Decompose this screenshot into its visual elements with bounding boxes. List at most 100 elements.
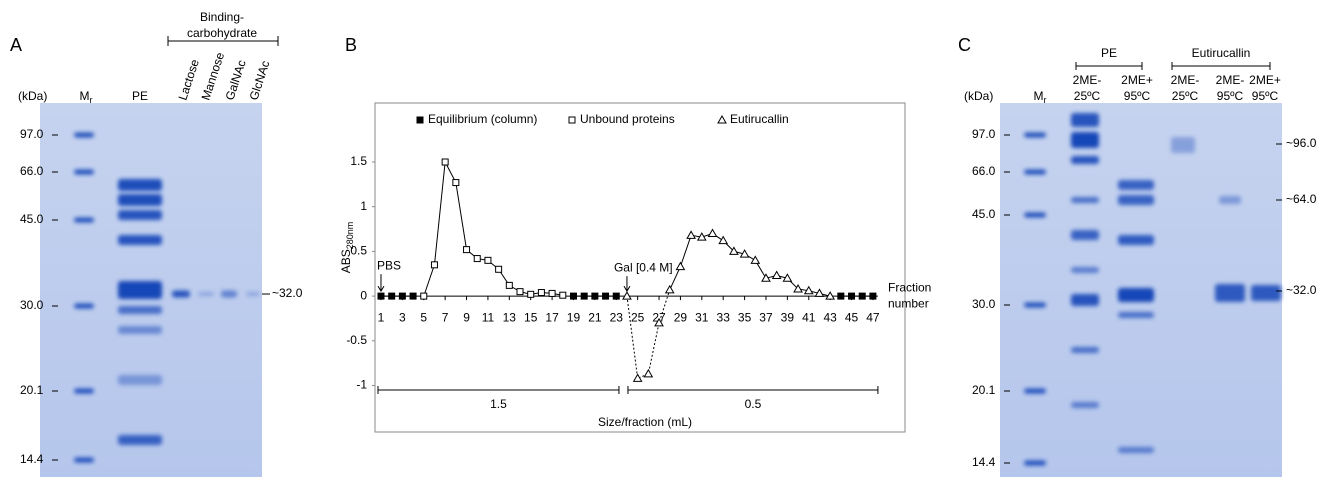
- point: [420, 292, 428, 300]
- x-tick-label: 33: [717, 310, 731, 324]
- gel-band: [1071, 132, 1099, 148]
- gel-band: [1071, 267, 1099, 273]
- label-sub: r: [1044, 95, 1047, 105]
- band-label: ~32.0: [1286, 283, 1317, 297]
- lane-label: 2ME+: [1249, 73, 1281, 87]
- series-line: [423, 160, 563, 297]
- gel-band: [74, 169, 94, 175]
- x-tick-label: 35: [738, 310, 752, 324]
- point: [452, 179, 460, 187]
- point: [632, 373, 643, 382]
- group-bracket: [167, 36, 279, 46]
- lane-label: 2ME-: [1073, 73, 1102, 87]
- marker-label: 30.0: [20, 298, 44, 312]
- band-label: ~96.0: [1286, 136, 1317, 150]
- point: [409, 292, 417, 300]
- gel-band: [74, 132, 94, 138]
- gel-band: [1071, 230, 1099, 240]
- lane-label: 2ME-: [1171, 73, 1200, 87]
- label-main: M: [80, 89, 90, 103]
- legend-marker: [568, 116, 576, 124]
- x-axis-label: Fraction: [888, 280, 931, 294]
- point: [559, 291, 567, 299]
- point: [664, 284, 675, 294]
- group-label: PE: [1101, 46, 1117, 60]
- x-tick-label: 39: [781, 310, 795, 324]
- lane-label: 95ºC: [1252, 89, 1279, 103]
- x-tick-label: 13: [503, 310, 517, 324]
- size-bracket: [377, 386, 620, 394]
- y-tick-label: 1.5: [350, 154, 367, 168]
- marker-label: 30.0: [972, 297, 996, 311]
- gel-band: [1118, 312, 1154, 318]
- gel-band: [74, 217, 94, 223]
- point: [869, 292, 877, 300]
- gel-band: [1071, 113, 1099, 127]
- marker-label: 66.0: [972, 164, 996, 178]
- band-label: ~32.0: [272, 286, 303, 300]
- gel-band: [74, 303, 94, 309]
- gel-band: [1071, 347, 1099, 353]
- x-tick-label: 37: [759, 310, 773, 324]
- x-tick-label: 17: [545, 310, 559, 324]
- gel-band: [118, 281, 162, 299]
- x-tick-label: 47: [866, 310, 880, 324]
- x-tick-label: 25: [631, 310, 645, 324]
- point: [527, 290, 535, 298]
- annotation-arrow: [377, 274, 385, 293]
- series-line: [626, 289, 671, 380]
- label-main: M: [1034, 89, 1044, 103]
- series-line: [669, 232, 831, 297]
- gel-band: [1118, 447, 1154, 453]
- gel-band: [118, 210, 162, 220]
- lane-label: 25ºC: [1074, 89, 1101, 103]
- y-label-part: ABS: [339, 249, 353, 273]
- point: [643, 368, 654, 378]
- panel-label: C: [958, 35, 971, 55]
- y-label-part: 280nm: [345, 222, 355, 250]
- lane-label: 25ºC: [1172, 89, 1199, 103]
- lane-label: Mr: [80, 89, 93, 105]
- point: [761, 273, 771, 282]
- point: [729, 246, 739, 255]
- gel-band: [1024, 212, 1046, 218]
- point: [771, 270, 782, 280]
- point: [750, 255, 761, 264]
- gel-band: [1215, 284, 1245, 302]
- point: [707, 228, 718, 238]
- legend-label: Equilibrium (column): [428, 112, 537, 126]
- lane-label: Lactose: [176, 57, 202, 102]
- gel-band: [1118, 180, 1154, 190]
- annotation: Gal [0.4 M]: [614, 260, 673, 274]
- x-tick-label: 43: [823, 310, 837, 324]
- marker-label: 97.0: [972, 127, 996, 141]
- point: [602, 292, 610, 300]
- size-bracket: [627, 386, 879, 394]
- x-tick-label: 5: [420, 310, 427, 324]
- marker-label: 14.4: [972, 455, 996, 469]
- y-tick-label: 0.5: [350, 244, 367, 258]
- point: [591, 292, 599, 300]
- unit-label: (kDa): [964, 89, 993, 103]
- marker-label: 66.0: [20, 164, 44, 178]
- y-axis-label: ABS280nm: [339, 222, 355, 274]
- gel-band: [1118, 288, 1154, 302]
- plot-frame: [374, 102, 906, 433]
- x-tick-label: 11: [482, 310, 495, 324]
- legend-marker: [416, 116, 424, 124]
- point: [580, 292, 588, 300]
- point: [430, 261, 438, 269]
- marker-label: 20.1: [20, 383, 44, 397]
- size-label: Size/fraction (mL): [598, 415, 692, 429]
- point: [814, 288, 825, 297]
- x-tick-label: 23: [610, 310, 624, 324]
- panel-label: A: [10, 35, 22, 55]
- point: [837, 292, 845, 300]
- gel-band: [118, 306, 162, 314]
- marker-label: 20.1: [972, 383, 996, 397]
- gel-band: [1219, 196, 1241, 204]
- point: [782, 273, 793, 282]
- point: [398, 292, 406, 300]
- x-tick-label: 9: [463, 310, 470, 324]
- point: [858, 292, 866, 300]
